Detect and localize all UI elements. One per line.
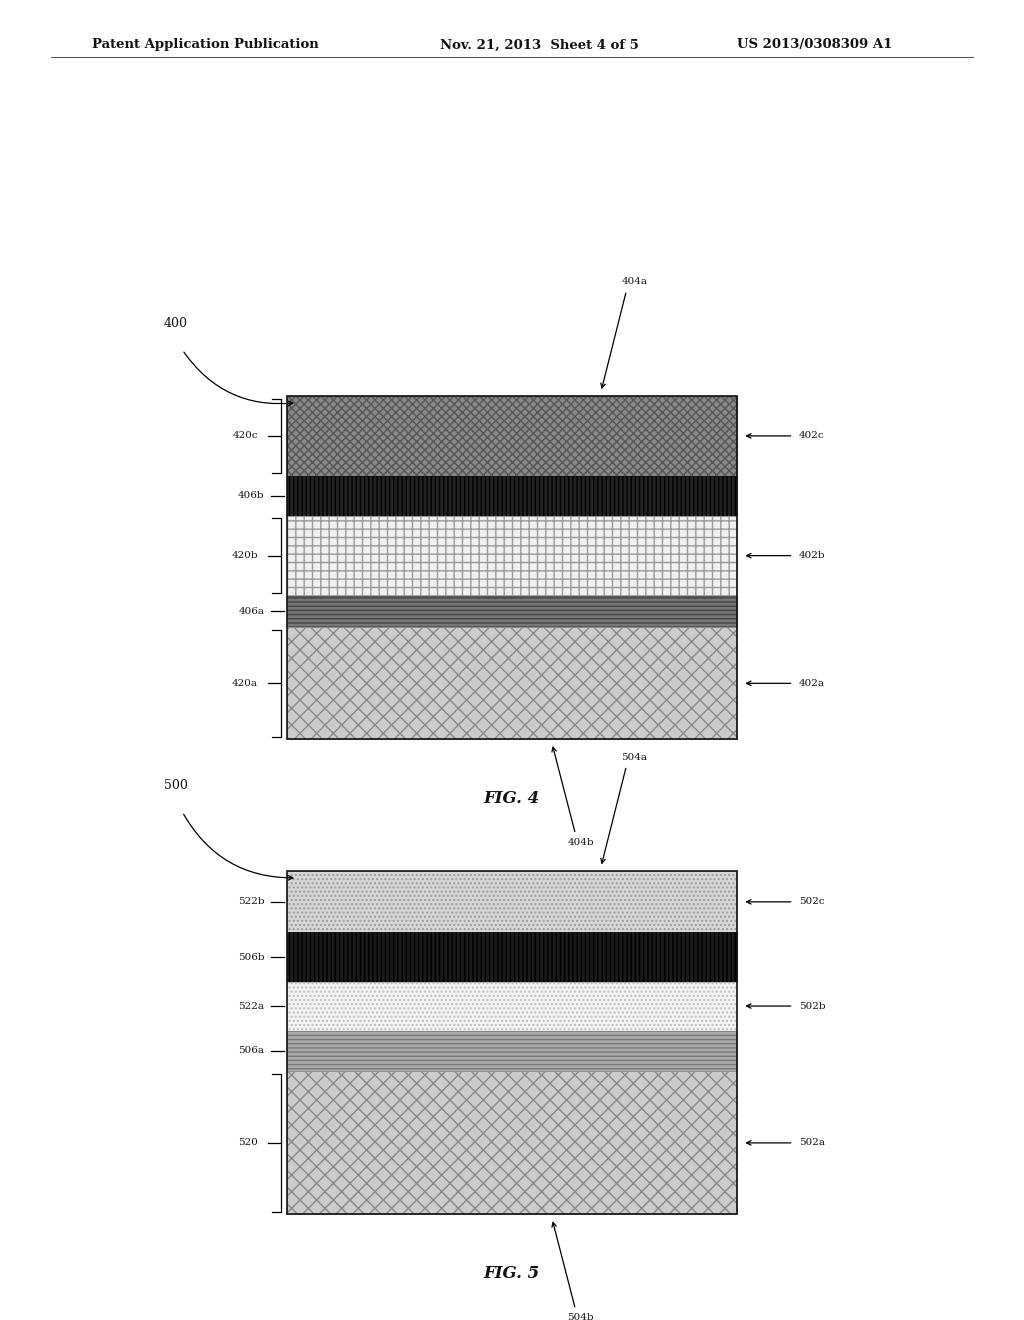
Text: 402c: 402c xyxy=(799,432,824,441)
Text: 402b: 402b xyxy=(799,552,825,560)
Text: 504a: 504a xyxy=(622,752,647,762)
Text: FIG. 5: FIG. 5 xyxy=(484,1266,540,1282)
Text: 504b: 504b xyxy=(567,1313,594,1320)
Bar xyxy=(287,396,737,739)
Text: 400: 400 xyxy=(164,317,187,330)
Bar xyxy=(287,871,737,932)
Text: 404b: 404b xyxy=(567,838,594,847)
Bar xyxy=(287,595,737,627)
Text: 406b: 406b xyxy=(238,491,264,500)
Bar xyxy=(287,982,737,1031)
Bar xyxy=(287,1072,737,1214)
Bar xyxy=(287,396,737,475)
Text: 402a: 402a xyxy=(799,678,824,688)
Text: 420c: 420c xyxy=(232,432,258,441)
Text: 506a: 506a xyxy=(239,1047,264,1056)
Bar xyxy=(287,475,737,516)
Text: 522b: 522b xyxy=(238,898,264,907)
Text: 502b: 502b xyxy=(799,1002,825,1011)
Bar xyxy=(287,516,737,595)
Text: 520: 520 xyxy=(239,1138,258,1147)
Text: 420a: 420a xyxy=(232,678,258,688)
Text: Nov. 21, 2013  Sheet 4 of 5: Nov. 21, 2013 Sheet 4 of 5 xyxy=(440,38,639,51)
Text: 500: 500 xyxy=(164,779,187,792)
Text: 502c: 502c xyxy=(799,898,824,907)
Bar xyxy=(287,871,737,1214)
Text: 502a: 502a xyxy=(799,1138,824,1147)
Text: FIG. 4: FIG. 4 xyxy=(484,791,540,807)
Text: 406a: 406a xyxy=(239,607,264,616)
Text: 522a: 522a xyxy=(239,1002,264,1011)
Bar xyxy=(287,1031,737,1072)
Bar xyxy=(287,932,737,982)
Text: 404a: 404a xyxy=(622,277,647,286)
Text: US 2013/0308309 A1: US 2013/0308309 A1 xyxy=(737,38,893,51)
Text: Patent Application Publication: Patent Application Publication xyxy=(92,38,318,51)
Bar xyxy=(287,627,737,739)
Text: 420b: 420b xyxy=(231,552,258,560)
Text: 506b: 506b xyxy=(238,953,264,961)
